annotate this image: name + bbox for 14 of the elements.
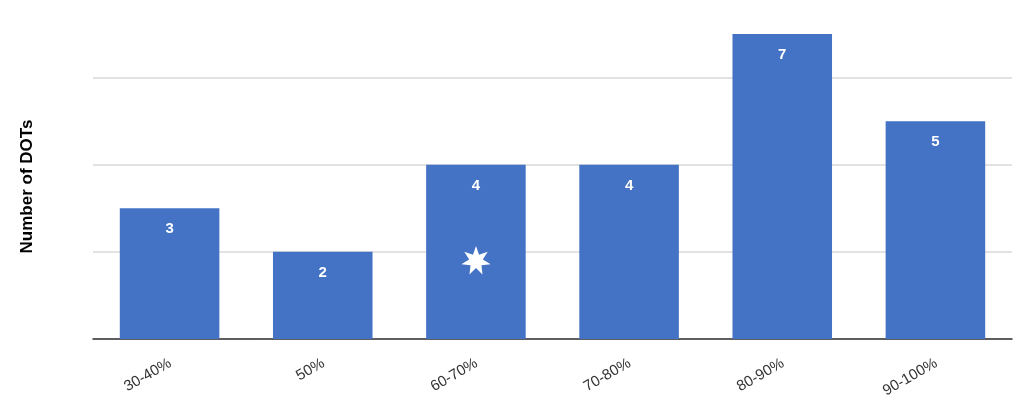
bar	[885, 121, 986, 339]
bar	[119, 208, 220, 339]
bar	[426, 164, 526, 339]
data-label: 5	[931, 132, 940, 150]
data-label: 4	[471, 175, 481, 193]
x-tick-label: 50%	[292, 353, 327, 384]
y-axis-title: Number of DOTs	[17, 119, 36, 254]
bar	[272, 251, 373, 339]
data-label: 4	[624, 175, 634, 193]
bar	[732, 34, 833, 339]
data-label: 7	[778, 45, 787, 62]
data-label: 3	[165, 219, 174, 237]
bar	[579, 164, 679, 339]
data-label: 2	[318, 262, 327, 280]
